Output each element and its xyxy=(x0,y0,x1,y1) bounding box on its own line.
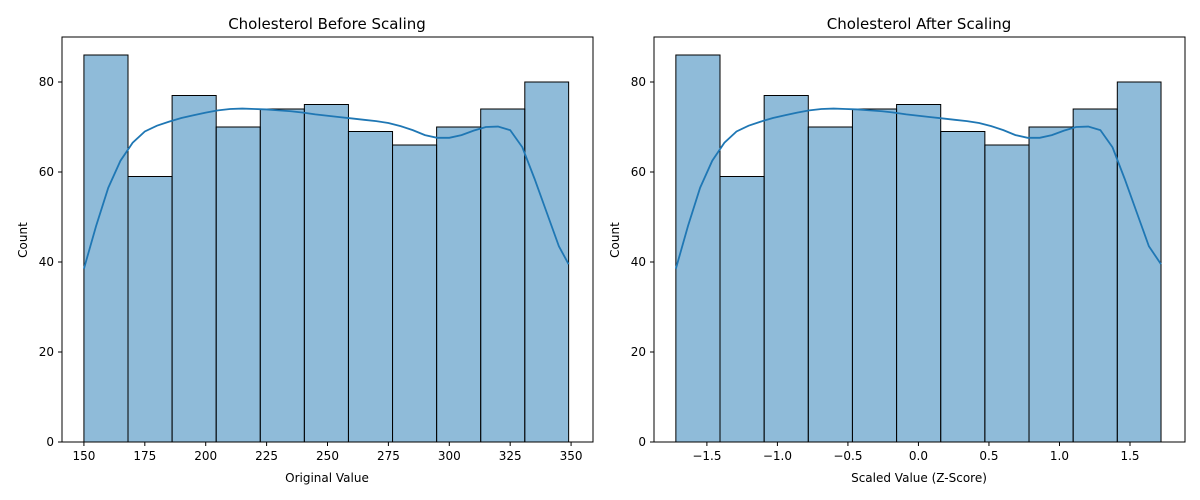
y-tick-label: 20 xyxy=(39,345,54,359)
y-tick-label: 60 xyxy=(39,165,54,179)
y-axis-ticks: 0 20 40 60 80 xyxy=(631,75,654,449)
histogram-bar xyxy=(127,176,173,443)
x-tick-label: 225 xyxy=(255,449,278,463)
bar-group xyxy=(83,54,570,443)
x-tick-label: −0.5 xyxy=(833,449,862,463)
chart-before-scaling: Cholesterol Before Scaling Original Valu… xyxy=(16,15,594,485)
chart-title: Cholesterol Before Scaling xyxy=(228,15,426,33)
x-tick-label: 1.5 xyxy=(1120,449,1139,463)
histogram-bar xyxy=(392,144,438,443)
histogram-bar xyxy=(215,126,261,443)
y-tick-label: 0 xyxy=(46,435,54,449)
chart-after-scaling: Cholesterol After Scaling Scaled Value (… xyxy=(608,15,1186,485)
histogram-bar xyxy=(303,104,349,443)
y-axis-ticks: 0 20 40 60 80 xyxy=(39,75,62,449)
plot-frame xyxy=(653,36,1186,443)
histogram-bar xyxy=(1072,108,1118,443)
x-tick-label: −1.0 xyxy=(763,449,792,463)
chart-title: Cholesterol After Scaling xyxy=(827,15,1012,33)
histogram-bar xyxy=(436,126,482,443)
histogram-bar xyxy=(807,126,853,443)
x-tick-label: 350 xyxy=(560,449,583,463)
x-tick-label: 175 xyxy=(133,449,156,463)
histogram-bar xyxy=(480,108,526,443)
y-tick-label: 40 xyxy=(631,255,646,269)
histogram-bar xyxy=(259,108,305,443)
plot-frame xyxy=(61,36,594,443)
kde-line xyxy=(674,107,1162,269)
histogram-bar xyxy=(524,81,570,443)
histogram-bar xyxy=(675,54,721,443)
histogram-bar xyxy=(719,176,765,443)
histogram-bar xyxy=(1116,81,1162,443)
x-tick-label: 275 xyxy=(377,449,400,463)
kde-line xyxy=(83,107,570,269)
histogram-bar xyxy=(940,131,986,443)
x-axis-ticks: −1.5 −1.0 −0.5 0.0 0.5 1.0 1.5 xyxy=(692,442,1140,463)
x-tick-label: 325 xyxy=(499,449,522,463)
x-tick-label: 0.0 xyxy=(909,449,928,463)
x-tick-label: 250 xyxy=(316,449,339,463)
y-tick-label: 60 xyxy=(631,165,646,179)
histogram-bar xyxy=(83,54,129,443)
x-tick-label: 0.5 xyxy=(979,449,998,463)
y-tick-label: 20 xyxy=(631,345,646,359)
histogram-bar xyxy=(171,95,217,443)
histogram-bar xyxy=(347,131,394,443)
x-tick-label: 300 xyxy=(438,449,461,463)
histogram-bar xyxy=(984,144,1030,443)
x-tick-label: −1.5 xyxy=(692,449,721,463)
x-axis-label: Original Value xyxy=(285,471,369,485)
bar-group xyxy=(675,54,1162,443)
x-tick-label: 150 xyxy=(72,449,95,463)
kde-layer xyxy=(674,107,1162,269)
y-tick-label: 40 xyxy=(39,255,54,269)
x-axis-label: Scaled Value (Z-Score) xyxy=(851,471,987,485)
x-tick-label: 1.0 xyxy=(1050,449,1069,463)
x-axis-ticks: 150 175 200 225 250 275 300 325 350 xyxy=(72,442,583,463)
y-tick-label: 0 xyxy=(638,435,646,449)
y-tick-label: 80 xyxy=(39,75,54,89)
histogram-bar xyxy=(851,108,898,443)
histogram-bar xyxy=(1028,126,1074,443)
y-tick-label: 80 xyxy=(631,75,646,89)
y-axis-label: Count xyxy=(16,222,30,258)
histogram-bar xyxy=(896,104,942,443)
x-tick-label: 200 xyxy=(194,449,217,463)
y-axis-label: Count xyxy=(608,222,622,258)
histogram-bar xyxy=(763,95,809,443)
kde-layer xyxy=(83,107,570,269)
